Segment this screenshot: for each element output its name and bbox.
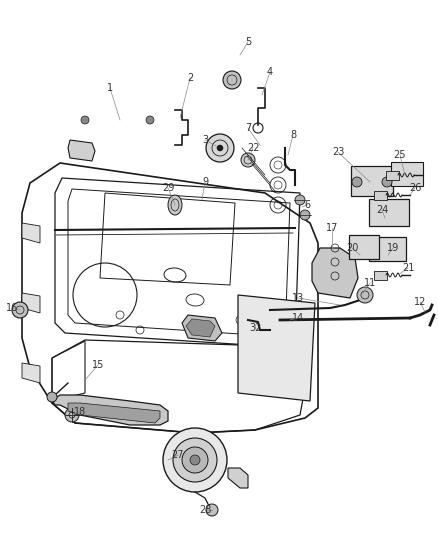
Text: 21: 21 <box>402 263 414 273</box>
Text: 4: 4 <box>267 67 273 77</box>
Circle shape <box>300 210 310 220</box>
Text: 6: 6 <box>304 200 310 210</box>
FancyBboxPatch shape <box>369 237 406 261</box>
Circle shape <box>352 177 362 187</box>
Text: 20: 20 <box>346 243 358 253</box>
Ellipse shape <box>168 195 182 215</box>
Text: 8: 8 <box>290 130 296 140</box>
Text: 22: 22 <box>247 143 259 153</box>
Circle shape <box>65 408 79 422</box>
Circle shape <box>206 134 234 162</box>
Text: 27: 27 <box>172 450 184 460</box>
Circle shape <box>12 302 28 318</box>
Circle shape <box>357 287 373 303</box>
Text: 18: 18 <box>74 407 86 417</box>
Circle shape <box>182 447 208 473</box>
Text: 2: 2 <box>187 73 193 83</box>
Polygon shape <box>68 140 95 161</box>
Text: 25: 25 <box>394 150 406 160</box>
Circle shape <box>241 153 255 167</box>
Circle shape <box>217 145 223 151</box>
FancyBboxPatch shape <box>391 162 423 186</box>
Polygon shape <box>52 395 168 425</box>
FancyBboxPatch shape <box>374 271 386 279</box>
Text: 29: 29 <box>162 183 174 193</box>
Text: 26: 26 <box>409 183 421 193</box>
FancyBboxPatch shape <box>369 199 409 226</box>
Circle shape <box>81 116 89 124</box>
Text: 32: 32 <box>249 323 261 333</box>
Text: 28: 28 <box>199 505 211 515</box>
FancyBboxPatch shape <box>349 235 379 259</box>
Polygon shape <box>238 295 315 401</box>
Polygon shape <box>312 248 358 298</box>
Text: 16: 16 <box>6 303 18 313</box>
Circle shape <box>295 195 305 205</box>
Polygon shape <box>22 363 40 383</box>
Polygon shape <box>182 315 222 341</box>
Text: 19: 19 <box>387 243 399 253</box>
Text: 7: 7 <box>245 123 251 133</box>
Circle shape <box>173 438 217 482</box>
Polygon shape <box>68 403 160 423</box>
Circle shape <box>382 177 392 187</box>
Text: 12: 12 <box>414 297 426 307</box>
Polygon shape <box>228 468 248 488</box>
Polygon shape <box>22 293 40 313</box>
Polygon shape <box>186 319 215 337</box>
Circle shape <box>163 428 227 492</box>
Circle shape <box>146 116 154 124</box>
Text: 24: 24 <box>376 205 388 215</box>
FancyBboxPatch shape <box>374 190 386 199</box>
Text: 1: 1 <box>107 83 113 93</box>
Text: 11: 11 <box>364 278 376 288</box>
Text: 15: 15 <box>92 360 104 370</box>
FancyBboxPatch shape <box>385 171 399 180</box>
Text: 23: 23 <box>332 147 344 157</box>
Text: 13: 13 <box>292 293 304 303</box>
Text: 17: 17 <box>326 223 338 233</box>
Text: 3: 3 <box>202 135 208 145</box>
Circle shape <box>47 392 57 402</box>
Circle shape <box>206 504 218 516</box>
Circle shape <box>223 71 241 89</box>
Text: 14: 14 <box>292 313 304 323</box>
Polygon shape <box>22 223 40 243</box>
Circle shape <box>190 455 200 465</box>
Text: 5: 5 <box>245 37 251 47</box>
FancyBboxPatch shape <box>351 166 393 196</box>
Text: 9: 9 <box>202 177 208 187</box>
